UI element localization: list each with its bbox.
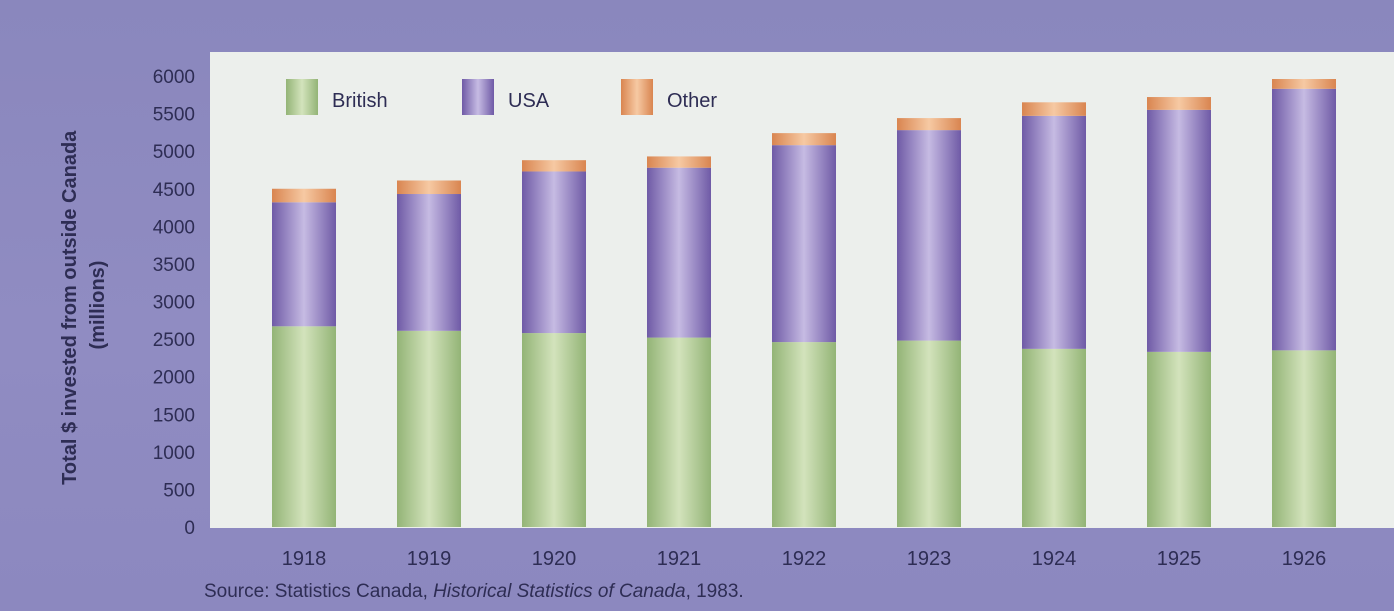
y-tick-label: 1000 — [153, 443, 195, 464]
y-axis-label: Total $ invested from outside Canada (mi… — [59, 125, 109, 485]
bar-other-1926 — [1272, 79, 1336, 89]
x-tick-label: 1921 — [657, 548, 702, 570]
bar-other-1925 — [1147, 97, 1211, 110]
bar-british-1925 — [1147, 351, 1211, 527]
legend-label-british: British — [332, 90, 388, 112]
bar-usa-1921 — [647, 167, 711, 338]
x-tick-label: 1926 — [1282, 548, 1327, 570]
bar-british-1920 — [522, 333, 586, 527]
y-tick-label: 5500 — [153, 105, 195, 126]
x-tick-label: 1920 — [532, 548, 577, 570]
bar-usa-1920 — [522, 171, 586, 334]
bar-usa-1925 — [1147, 109, 1211, 352]
bar-british-1919 — [397, 330, 461, 527]
x-tick-label: 1922 — [782, 548, 827, 570]
bar-british-1923 — [897, 340, 961, 527]
y-axis-label-line2: (millions) — [87, 261, 109, 350]
bar-british-1921 — [647, 337, 711, 527]
source-note: Source: Statistics Canada, Historical St… — [204, 581, 744, 603]
x-tick-label: 1919 — [407, 548, 452, 570]
x-tick-label: 1918 — [282, 548, 327, 570]
legend-swatch-british — [286, 79, 318, 115]
source-prefix: Source: Statistics Canada, — [204, 581, 434, 602]
bar-usa-1918 — [272, 202, 336, 327]
y-axis-label-line1: Total $ invested from outside Canada — [59, 130, 81, 485]
y-tick-label: 5000 — [153, 142, 195, 163]
source-title: Historical Statistics of Canada — [433, 581, 686, 602]
y-tick-label: 4000 — [153, 217, 195, 238]
y-tick-label: 500 — [163, 480, 195, 501]
bar-other-1920 — [522, 160, 586, 172]
y-tick-label: 2500 — [153, 330, 195, 351]
legend-swatch-other — [621, 79, 653, 115]
y-tick-label: 6000 — [153, 67, 195, 88]
bar-british-1924 — [1022, 348, 1086, 527]
bar-other-1922 — [772, 133, 836, 146]
y-tick-label: 1500 — [153, 405, 195, 426]
bar-other-1919 — [397, 180, 461, 195]
y-tick-label: 4500 — [153, 180, 195, 201]
bar-other-1918 — [272, 188, 336, 203]
bar-usa-1924 — [1022, 115, 1086, 349]
bar-other-1923 — [897, 118, 961, 131]
x-tick-label: 1925 — [1157, 548, 1202, 570]
x-tick-label: 1923 — [907, 548, 952, 570]
bar-british-1918 — [272, 326, 336, 527]
y-tick-label: 2000 — [153, 368, 195, 389]
bar-other-1921 — [647, 156, 711, 168]
legend-label-usa: USA — [508, 90, 550, 112]
source-suffix: , 1983. — [685, 581, 744, 602]
bar-other-1924 — [1022, 102, 1086, 116]
y-tick-label: 3500 — [153, 255, 195, 276]
legend-label-other: Other — [667, 90, 717, 112]
y-tick-label: 3000 — [153, 293, 195, 314]
x-tick-label: 1924 — [1032, 548, 1077, 570]
bar-usa-1922 — [772, 145, 836, 343]
bar-usa-1926 — [1272, 88, 1336, 351]
bar-british-1926 — [1272, 350, 1336, 527]
legend-swatch-usa — [462, 79, 494, 115]
y-tick-label: 0 — [184, 518, 195, 539]
bar-british-1922 — [772, 342, 836, 527]
bar-usa-1919 — [397, 194, 461, 331]
bar-usa-1923 — [897, 130, 961, 341]
